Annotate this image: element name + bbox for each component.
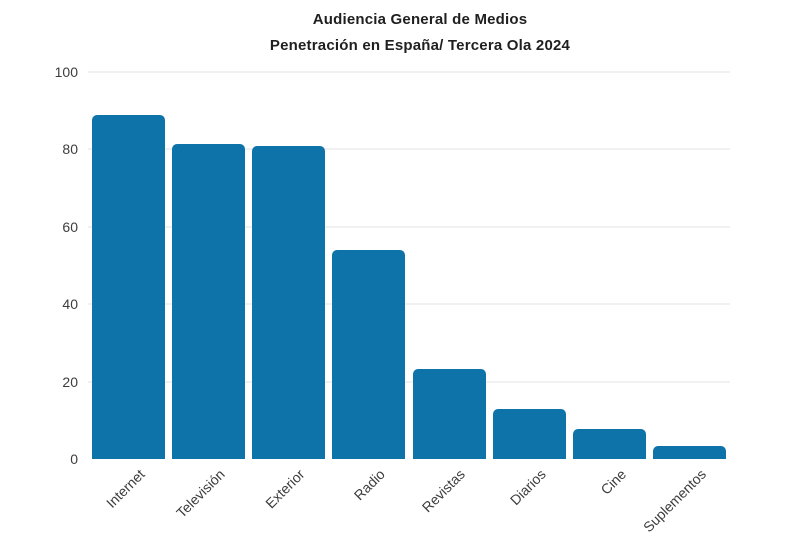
bar-internet <box>91 115 165 459</box>
x-label-suplementos: Suplementos <box>640 466 710 536</box>
gridline-100 <box>88 71 730 73</box>
y-tick-label-20: 20 <box>62 373 78 390</box>
chart-title: Audiencia General de Medios Penetración … <box>55 7 785 60</box>
y-axis: 0 20 40 60 80 100 <box>0 64 78 467</box>
gridline-80 <box>88 148 730 151</box>
bar-diarios <box>492 408 566 459</box>
bar-cine <box>573 428 647 459</box>
y-tick-label-40: 40 <box>62 296 78 313</box>
y-tick-label-60: 60 <box>62 218 78 235</box>
x-label-cine: Cine <box>597 466 629 498</box>
y-tick-label-100: 100 <box>54 64 78 80</box>
x-label-radio: Radio <box>350 466 389 504</box>
x-axis: Internet Televisión Exterior Radio Revistas D… <box>88 459 730 545</box>
chart-title-line2: Penetración en España/ Tercera Ola 2024 <box>269 37 571 55</box>
bar-television <box>171 143 245 459</box>
y-tick-label-80: 80 <box>62 141 78 158</box>
x-label-diarios: Diarios <box>506 466 549 509</box>
plot-area <box>88 71 730 459</box>
bar-radio <box>332 249 406 459</box>
x-label-exterior: Exterior <box>262 466 308 512</box>
bar-exterior <box>252 145 326 459</box>
bar-suplementos <box>653 445 727 459</box>
x-label-internet: Internet <box>102 466 148 511</box>
y-tick-label-0: 0 <box>70 451 78 467</box>
chart-title-line1: Audiencia General de Medios <box>312 11 528 28</box>
x-label-revistas: Revistas <box>419 466 469 516</box>
x-label-television: Televisión <box>172 466 228 521</box>
bar-revistas <box>412 368 486 459</box>
gridline-20 <box>88 380 730 383</box>
gridline-40 <box>88 303 730 306</box>
gridline-60 <box>88 225 730 228</box>
